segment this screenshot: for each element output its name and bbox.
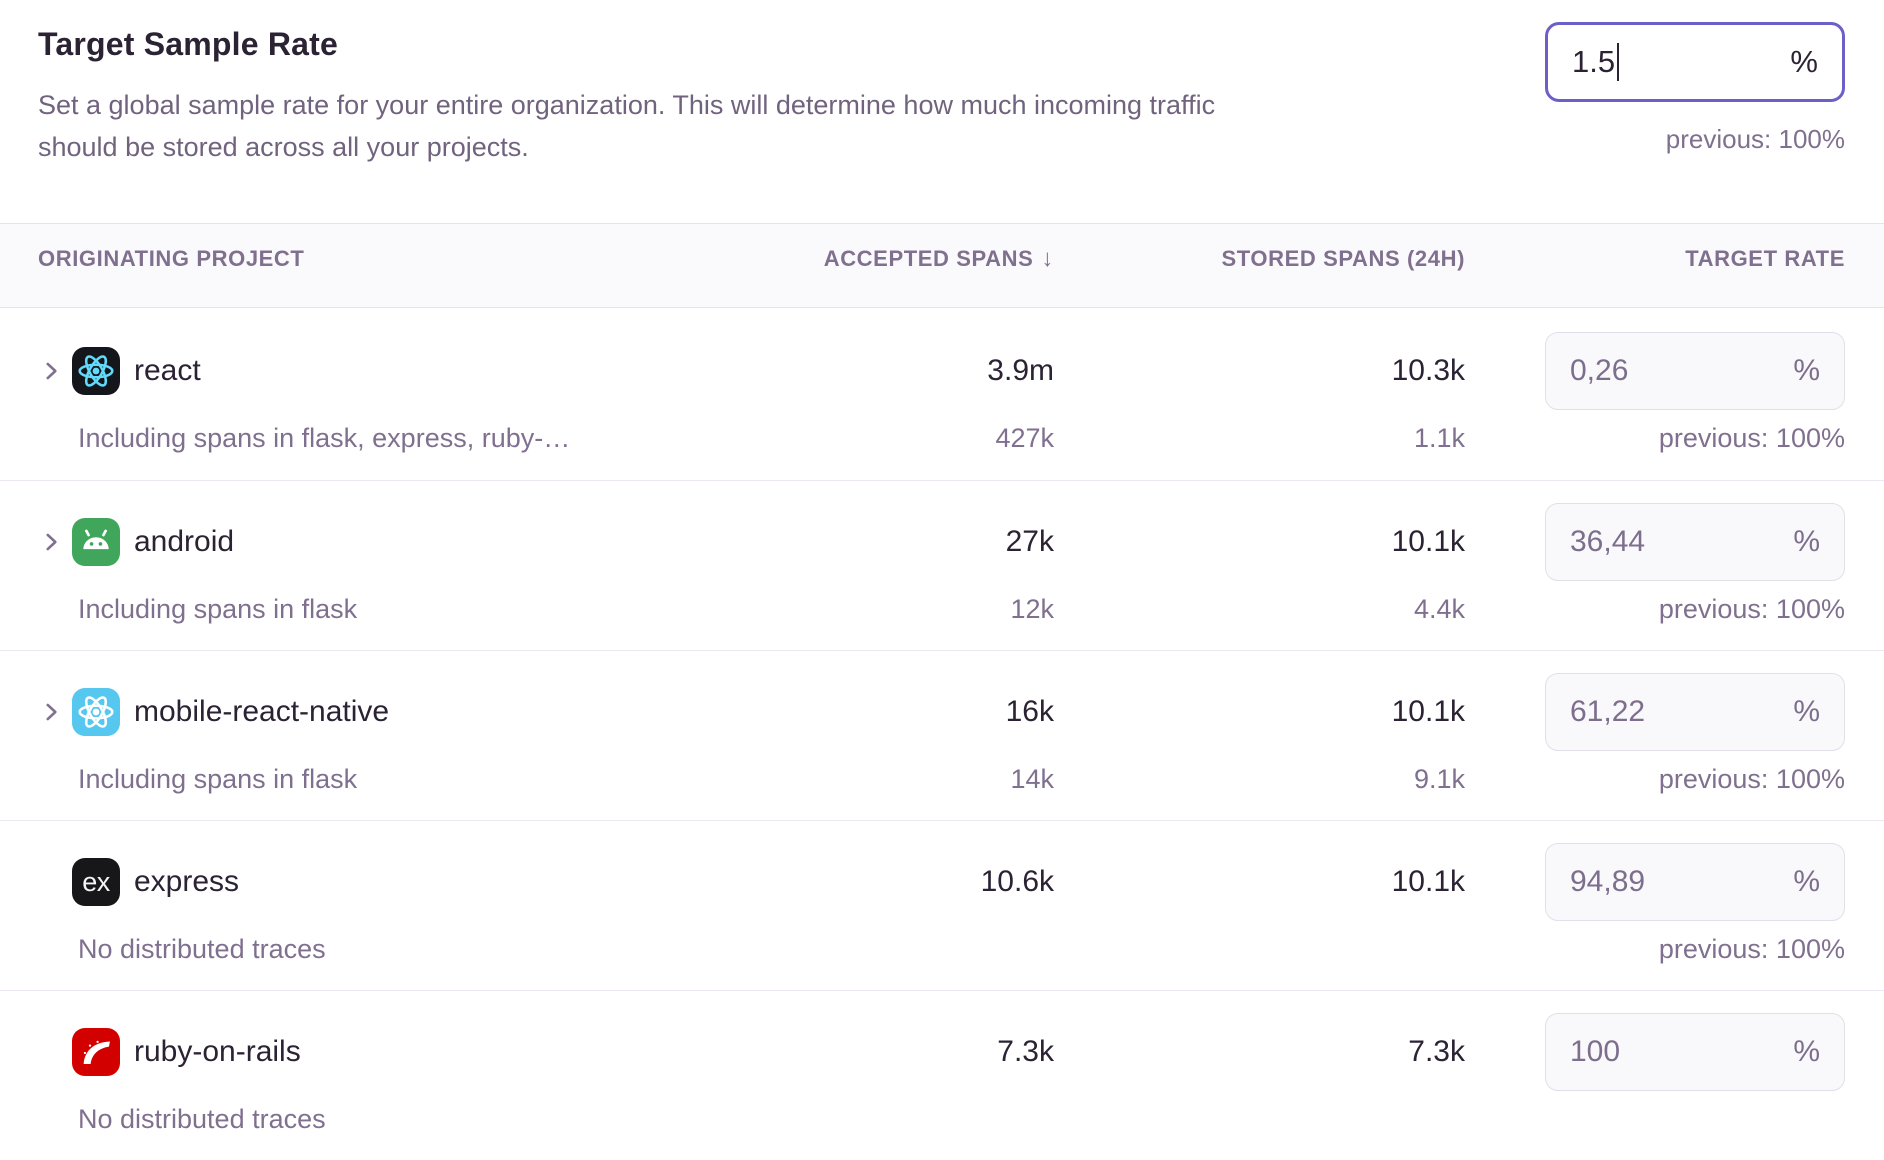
target-rate-value: 36,44 [1570, 525, 1646, 558]
target-rate-input[interactable]: 94,89 % [1545, 843, 1845, 921]
expand-chevron-icon[interactable] [38, 699, 64, 725]
percent-sign: % [1793, 525, 1820, 558]
projects-table-body: react 3.9m 10.3k 0,26 % Including spans … [0, 308, 1884, 1160]
page-description: Set a global sample rate for your entire… [38, 84, 1215, 168]
row-sub-label: No distributed traces [78, 1103, 326, 1134]
react-logo-icon [78, 355, 114, 387]
react-logo-icon [78, 696, 114, 728]
target-rate-value: 61,22 [1570, 695, 1646, 728]
column-target-rate: TARGET RATE [1685, 245, 1845, 271]
react-platform-icon [72, 347, 120, 395]
target-rate-input[interactable]: 61,22 % [1545, 673, 1845, 751]
stored-spans-value: 7.3k [1408, 1035, 1465, 1068]
stored-spans-value: 10.1k [1391, 865, 1465, 898]
global-sample-rate-input[interactable]: 1.5 % [1545, 22, 1845, 102]
accepted-spans-value: 7.3k [997, 1035, 1054, 1068]
column-originating-project: ORIGINATING PROJECT [38, 245, 305, 271]
react-native-platform-icon [72, 688, 120, 736]
percent-sign: % [1793, 1035, 1820, 1068]
global-previous-rate: previous: 100% [1665, 124, 1845, 154]
target-rate-value: 100 [1570, 1035, 1621, 1068]
row-previous-rate: previous: 100% [1658, 593, 1845, 624]
global-sample-rate-value: 1.5 [1572, 44, 1616, 79]
stored-spans-value: 10.1k [1391, 695, 1465, 728]
project-name: express [134, 865, 240, 898]
column-stored-spans: STORED SPANS (24H) [1221, 245, 1465, 271]
sub-stored-spans-value: 1.1k [1413, 422, 1465, 453]
percent-sign: % [1793, 865, 1820, 898]
project-row-mobile-react-native: mobile-react-native 16k 10.1k 61,22 % In… [0, 650, 1884, 820]
row-previous-rate: previous: 100% [1658, 763, 1845, 794]
sub-stored-spans-value: 4.4k [1413, 593, 1465, 624]
stored-spans-value: 10.3k [1391, 354, 1465, 387]
target-rate-input[interactable]: 36,44 % [1545, 503, 1845, 581]
target-rate-value: 0,26 [1570, 354, 1629, 387]
android-platform-icon [72, 518, 120, 566]
project-name: ruby-on-rails [134, 1035, 301, 1068]
project-row-ruby-on-rails: ruby-on-rails 7.3k 7.3k 100 % No distrib… [0, 990, 1884, 1160]
expand-chevron-icon[interactable] [38, 529, 64, 555]
project-name: mobile-react-native [134, 695, 390, 728]
accepted-spans-value: 16k [1005, 695, 1054, 728]
accepted-spans-value: 27k [1005, 525, 1054, 558]
row-previous-rate: previous: 100% [1658, 422, 1845, 453]
accepted-spans-value: 3.9m [987, 354, 1054, 387]
row-sub-label: Including spans in flask, express, ruby-… [78, 422, 571, 453]
column-accepted-spans[interactable]: ACCEPTED SPANS ↓ [634, 245, 1054, 273]
page-description-line1: Set a global sample rate for your entire… [38, 90, 1216, 120]
project-name: android [134, 525, 235, 558]
rails-platform-icon [72, 1028, 120, 1076]
sub-accepted-spans-value: 14k [1010, 763, 1054, 794]
row-sub-label: Including spans in flask [78, 593, 358, 624]
sub-accepted-spans-value: 12k [1010, 593, 1054, 624]
accepted-spans-value: 10.6k [980, 865, 1054, 898]
sub-stored-spans-value: 9.1k [1413, 763, 1465, 794]
project-row-express: ex express 10.6k 10.1k 94,89 % No distri… [0, 820, 1884, 990]
target-rate-value: 94,89 [1570, 865, 1646, 898]
rails-logo-icon [83, 1040, 110, 1065]
text-caret [1617, 43, 1620, 81]
android-logo-icon [83, 529, 109, 550]
percent-sign: % [1793, 354, 1820, 387]
sub-accepted-spans-value: 427k [995, 422, 1054, 453]
express-logo-icon: ex [82, 866, 110, 897]
project-row-android: android 27k 10.1k 36,44 % Including span… [0, 480, 1884, 650]
project-name: react [134, 354, 201, 387]
row-sub-label: No distributed traces [78, 933, 326, 964]
target-sample-rate-section: Target Sample Rate Set a global sample r… [0, 0, 1884, 223]
row-sub-label: Including spans in flask [78, 763, 358, 794]
project-row-react: react 3.9m 10.3k 0,26 % Including spans … [0, 308, 1884, 480]
target-rate-input[interactable]: 100 % [1545, 1013, 1845, 1091]
column-accepted-spans-label: ACCEPTED SPANS [823, 245, 1034, 271]
table-header: ORIGINATING PROJECT ACCEPTED SPANS ↓ STOR… [0, 223, 1884, 308]
express-platform-icon: ex [72, 858, 120, 906]
stored-spans-value: 10.1k [1391, 525, 1465, 558]
target-rate-input[interactable]: 0,26 % [1545, 332, 1845, 410]
percent-sign: % [1790, 44, 1818, 79]
page-description-line2: should be stored across all your project… [38, 132, 529, 162]
page-title: Target Sample Rate [38, 26, 338, 62]
expand-chevron-icon[interactable] [38, 358, 64, 384]
percent-sign: % [1793, 695, 1820, 728]
row-previous-rate: previous: 100% [1658, 933, 1845, 964]
sort-descending-icon: ↓ [1041, 244, 1054, 272]
